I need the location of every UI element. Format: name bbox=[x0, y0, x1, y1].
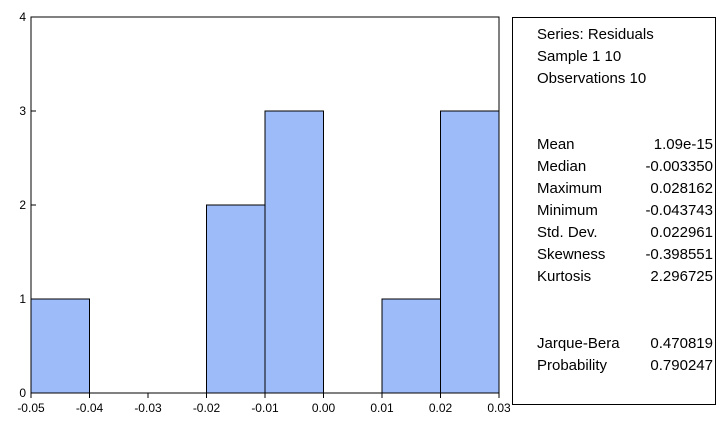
histogram-bar bbox=[381, 298, 441, 394]
stat-row-probability: Probability 0.790247 bbox=[537, 357, 713, 379]
stat-value: -0.003350 bbox=[645, 158, 713, 175]
y-tick-label: 1 bbox=[19, 292, 26, 306]
stat-value: 0.022961 bbox=[650, 224, 713, 241]
stat-label: Mean bbox=[537, 136, 575, 153]
x-tick-label: -0.05 bbox=[17, 401, 45, 415]
x-tick-label: -0.03 bbox=[134, 401, 162, 415]
x-tick-label: -0.01 bbox=[251, 401, 279, 415]
stat-row-maximum: Maximum 0.028162 bbox=[537, 180, 713, 202]
stat-label: Skewness bbox=[537, 246, 606, 263]
stat-value: -0.398551 bbox=[645, 246, 713, 263]
stat-value: -0.043743 bbox=[645, 202, 713, 219]
x-axis: -0.05 -0.04 -0.03 -0.02 -0.01 0.00 0.01 0.02 0.0… bbox=[17, 393, 510, 415]
series-label: Series: Residuals bbox=[537, 26, 654, 43]
sample-label: Sample 1 10 bbox=[537, 48, 622, 65]
histogram-bars bbox=[30, 110, 500, 394]
y-tick-label: 2 bbox=[19, 198, 26, 212]
histogram-chart: 0 1 2 3 4 -0.05 -0.04 -0.03 -0.02 -0.01 0.00 0.01 0… bbox=[17, 10, 510, 415]
x-tick-label: 0.02 bbox=[429, 401, 453, 415]
stat-label: Probability bbox=[537, 357, 608, 374]
y-axis: 0 1 2 3 4 bbox=[19, 10, 36, 400]
stat-value: 0.470819 bbox=[650, 335, 713, 352]
stat-label: Kurtosis bbox=[537, 268, 592, 285]
x-tick-label: 0.00 bbox=[312, 401, 336, 415]
histogram-bar bbox=[206, 204, 266, 394]
stat-label: Maximum bbox=[537, 180, 603, 197]
x-tick-label: -0.02 bbox=[193, 401, 221, 415]
x-tick-label: 0.03 bbox=[487, 401, 510, 415]
histogram-bar bbox=[440, 110, 500, 394]
y-tick-label: 4 bbox=[19, 10, 26, 24]
stat-label: Std. Dev. bbox=[537, 224, 598, 241]
y-tick-label: 3 bbox=[19, 104, 26, 118]
stat-label: Minimum bbox=[537, 202, 598, 219]
stat-row-kurtosis: Kurtosis 2.296725 bbox=[537, 268, 713, 290]
stat-value: 2.296725 bbox=[650, 268, 713, 285]
stat-value: 1.09e-15 bbox=[653, 136, 713, 153]
stat-row-jarque-bera: Jarque-Bera 0.470819 bbox=[537, 335, 713, 357]
histogram-bar bbox=[264, 110, 324, 394]
stat-row-minimum: Minimum -0.043743 bbox=[537, 202, 713, 224]
statistics-panel: Series: Residuals Sample 1 10 Observatio… bbox=[512, 17, 716, 405]
stat-row-std-dev: Std. Dev. 0.022961 bbox=[537, 224, 713, 246]
x-tick-label: -0.04 bbox=[76, 401, 104, 415]
stat-value: 0.028162 bbox=[650, 180, 713, 197]
stat-row-skewness: Skewness -0.398551 bbox=[537, 246, 713, 268]
observations-label: Observations 10 bbox=[537, 70, 647, 87]
histogram-bar bbox=[30, 298, 90, 394]
stat-row-median: Median -0.003350 bbox=[537, 158, 713, 180]
stat-row-mean: Mean 1.09e-15 bbox=[537, 136, 713, 158]
stat-label: Median bbox=[537, 158, 587, 175]
stat-label: Jarque-Bera bbox=[537, 335, 620, 352]
y-tick-label: 0 bbox=[19, 386, 26, 400]
x-tick-label: 0.01 bbox=[370, 401, 394, 415]
stat-value: 0.790247 bbox=[650, 357, 713, 374]
